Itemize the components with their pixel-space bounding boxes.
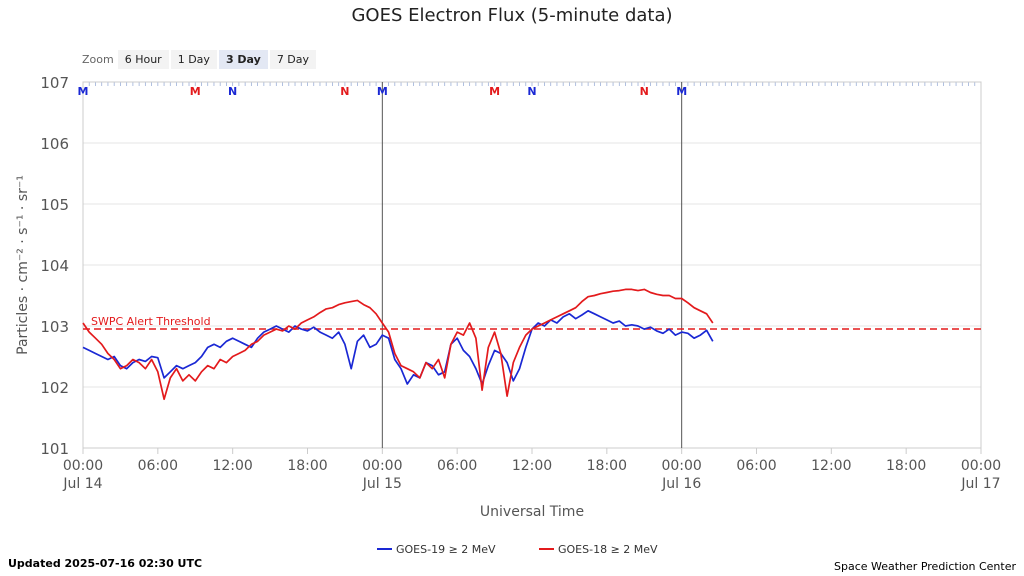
x-tick-label: 18:00 [587, 458, 627, 474]
x-tick-label: 12:00 [811, 458, 851, 474]
marker-label: N [527, 85, 536, 98]
zoom-label: Zoom [82, 53, 114, 66]
x-tick-date-label: Jul 16 [661, 476, 701, 492]
marker-label: M [676, 85, 687, 98]
x-tick-label: 18:00 [886, 458, 926, 474]
x-tick-label: 06:00 [736, 458, 776, 474]
y-tick-label: 103 [40, 318, 69, 336]
x-tick-label: 06:00 [437, 458, 477, 474]
x-tick-label: 06:00 [138, 458, 178, 474]
y-tick-label: 107 [40, 74, 69, 92]
x-tick-label: 00:00 [362, 458, 402, 474]
zoom-6-hour-button[interactable]: 6 Hour [117, 50, 169, 69]
threshold-label: SWPC Alert Threshold [91, 315, 211, 328]
marker-label: M [489, 85, 500, 98]
zoom-3-day-button[interactable]: 3 Day [218, 50, 268, 69]
marker-label: M [377, 85, 388, 98]
marker-label: N [340, 85, 349, 98]
y-tick-label: 106 [40, 135, 69, 153]
series-line-goes19 [82, 309, 714, 385]
y-tick-label: 102 [40, 379, 69, 397]
x-tick-label: 00:00 [961, 458, 1001, 474]
x-tick-date-label: Jul 17 [960, 476, 1000, 492]
x-tick-label: 00:00 [63, 458, 103, 474]
y-axis-title: Particles · cm⁻² · s⁻¹ · sr⁻¹ [15, 175, 31, 355]
chart-title: GOES Electron Flux (5-minute data) [351, 5, 673, 26]
zoom-controls: Zoom 6 Hour 1 Day 3 Day 7 Day [82, 50, 318, 69]
series-line-goes18 [82, 288, 714, 401]
legend-item-goes18: GOES-18 ≥ 2 MeV [558, 543, 658, 556]
zoom-1-day-button[interactable]: 1 Day [170, 50, 217, 69]
x-tick-label: 00:00 [661, 458, 701, 474]
x-tick-label: 12:00 [212, 458, 252, 474]
legend-item-goes19: GOES-19 ≥ 2 MeV [396, 543, 496, 556]
y-tick-label: 101 [40, 440, 69, 458]
updated-timestamp: Updated 2025-07-16 02:30 UTC [8, 557, 203, 570]
marker-label: N [228, 85, 237, 98]
x-tick-label: 18:00 [287, 458, 327, 474]
x-axis-title: Universal Time [480, 504, 584, 520]
marker-label: M [190, 85, 201, 98]
y-tick-label: 104 [40, 257, 69, 275]
source-credit: Space Weather Prediction Center [834, 560, 1016, 573]
marker-label: N [640, 85, 649, 98]
x-tick-date-label: Jul 15 [362, 476, 402, 492]
y-tick-label: 105 [40, 196, 69, 214]
zoom-7-day-button[interactable]: 7 Day [269, 50, 317, 69]
marker-label: M [78, 85, 89, 98]
x-tick-label: 12:00 [512, 458, 552, 474]
x-tick-date-label: Jul 14 [62, 476, 102, 492]
